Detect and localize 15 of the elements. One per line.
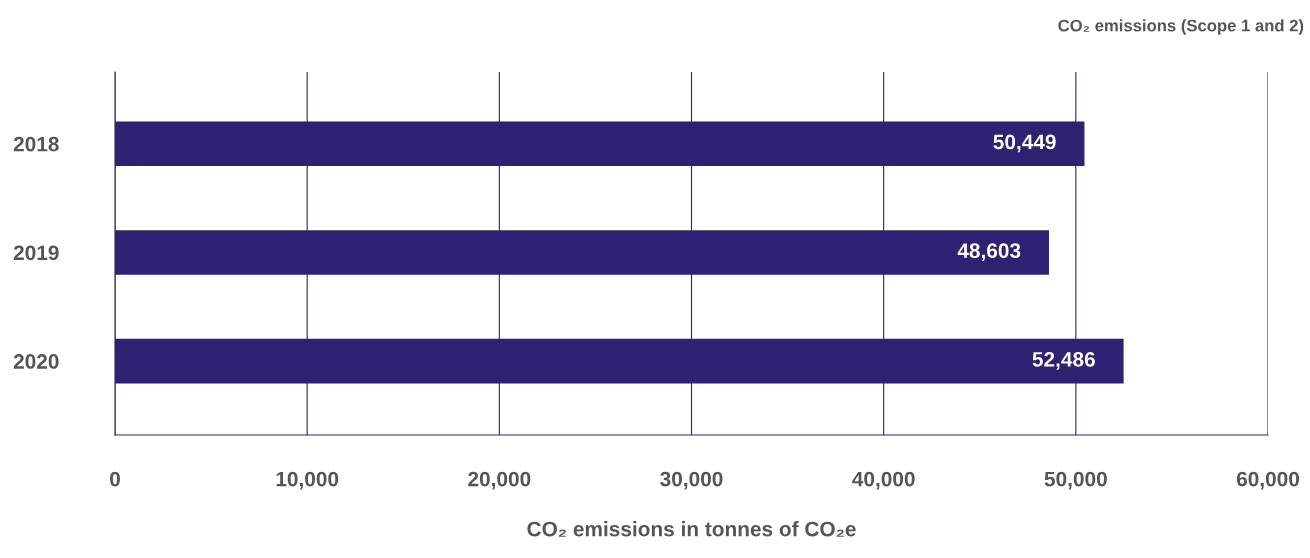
data-label: 48,603	[957, 243, 1021, 262]
data-label: 52,486	[1032, 351, 1095, 370]
data-label: 50,449	[993, 134, 1056, 153]
x-tick-label: 0	[110, 471, 120, 487]
y-tick-label: 2019	[13, 245, 59, 261]
x-tick-label: 30,000	[660, 471, 723, 490]
x-tick-label: 50,000	[1044, 471, 1107, 490]
x-tick-label: 60,000	[1236, 471, 1300, 490]
y-tick-label: 2020	[13, 354, 59, 369]
x-tick-label: 20,000	[468, 471, 531, 490]
x-tick-label: 10,000	[276, 471, 339, 490]
x-tick-label: 40,000	[852, 471, 915, 490]
x-axis-title: CO₂ emissions in tonnes of CO₂e	[527, 521, 856, 537]
chart-title: CO₂ emissions (Scope 1 and 2)	[1058, 19, 1304, 35]
y-tick-label: 2018	[13, 136, 59, 152]
